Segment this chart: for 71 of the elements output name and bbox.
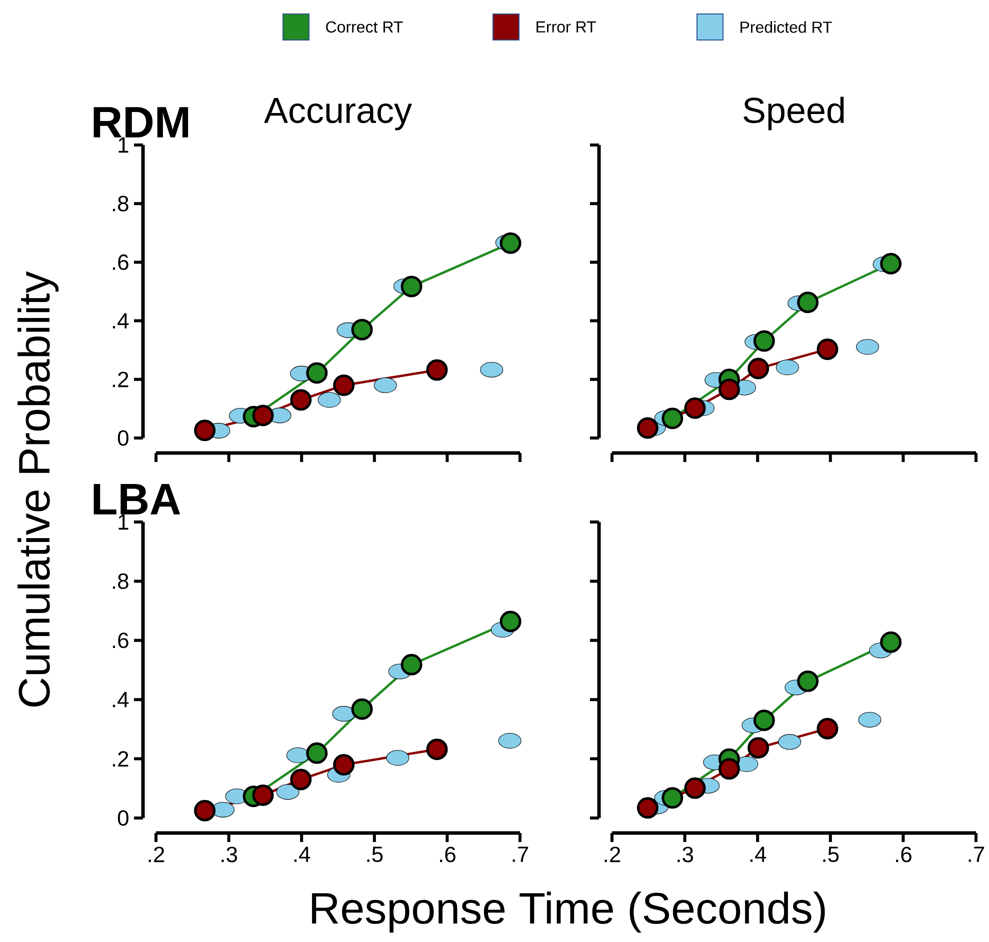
y-tick-label: .4 <box>112 313 129 328</box>
point <box>306 362 328 384</box>
point <box>426 738 448 760</box>
point <box>797 670 819 692</box>
x-tick-label: .5 <box>823 846 839 862</box>
point <box>351 698 373 720</box>
chart-title: Accuracy <box>264 98 412 130</box>
point <box>636 417 658 439</box>
x-tick-label: .6 <box>440 846 456 862</box>
point <box>753 330 775 352</box>
point <box>498 732 522 749</box>
y-tick-label: .6 <box>112 632 128 648</box>
point <box>252 404 274 426</box>
point <box>400 276 422 298</box>
point <box>684 777 706 799</box>
point <box>748 737 770 759</box>
point <box>500 610 522 632</box>
x-tick-label: .4 <box>294 846 310 862</box>
x-axis-title: Response Time (Seconds) <box>312 892 825 933</box>
point <box>306 742 328 764</box>
x-tick-label: .2 <box>148 846 164 862</box>
x-tick-label: .4 <box>750 846 766 862</box>
point <box>290 768 312 790</box>
point <box>753 710 775 732</box>
x-tick-label: .6 <box>896 846 912 862</box>
y-tick-label: .4 <box>112 692 129 708</box>
y-tick-label: .8 <box>112 573 128 589</box>
point <box>252 784 274 806</box>
point <box>748 358 770 380</box>
point <box>400 654 422 676</box>
point <box>718 758 740 780</box>
point <box>662 787 684 809</box>
y-tick-label: .2 <box>112 751 128 766</box>
point <box>684 397 706 419</box>
point <box>194 420 216 442</box>
y-tick-label: .8 <box>112 196 128 212</box>
x-tick-label: .7 <box>512 846 528 862</box>
y-tick-label: 1 <box>118 514 128 530</box>
point <box>333 374 355 396</box>
x-tick-label: .2 <box>604 846 620 862</box>
legend-label: Error RT <box>536 21 596 33</box>
text: RDM <box>94 107 188 138</box>
y-tick-label: 1 <box>118 137 128 153</box>
y-tick-label: 0 <box>118 430 128 446</box>
y-tick-label: .2 <box>112 372 128 388</box>
x-tick-label: .5 <box>367 846 383 862</box>
y-tick-label: 0 <box>118 810 128 826</box>
point <box>290 389 312 411</box>
point <box>333 754 355 776</box>
chart-title: Speed <box>744 96 844 130</box>
point <box>816 718 838 740</box>
x-tick-label: .3 <box>678 846 694 862</box>
legend-label: Predicted RT <box>740 21 832 33</box>
y-axis-title: Cumulative Probability <box>18 271 59 706</box>
point <box>500 232 522 254</box>
text: LBA <box>94 484 180 514</box>
x-tick-label: .3 <box>222 846 238 862</box>
point <box>797 292 819 314</box>
point <box>880 252 902 274</box>
point <box>351 318 373 340</box>
legend-label: Correct RT <box>326 21 403 33</box>
point <box>816 338 838 360</box>
point <box>194 800 216 822</box>
point <box>718 378 740 400</box>
point <box>880 631 902 653</box>
point <box>636 797 658 819</box>
point <box>286 747 310 764</box>
point <box>662 408 684 430</box>
point <box>426 359 448 381</box>
x-tick-label: .7 <box>968 846 984 862</box>
y-tick-label: .6 <box>112 254 128 270</box>
